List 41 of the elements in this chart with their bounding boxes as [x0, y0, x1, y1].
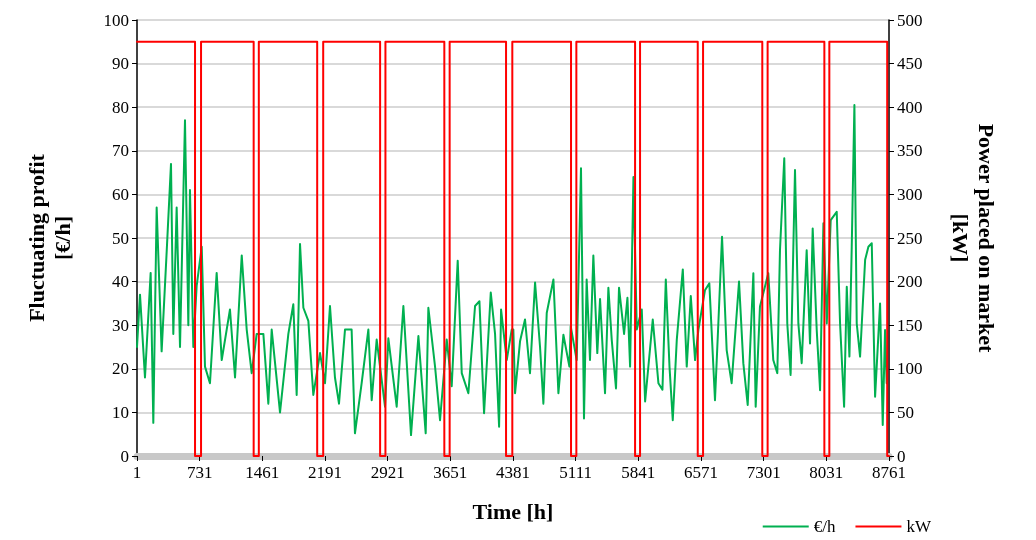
y2-tick-label: 250: [897, 228, 923, 248]
y2-tick-label: 200: [897, 272, 923, 292]
x-tick-label: 731: [186, 463, 213, 482]
x-tick-label: 1: [132, 463, 142, 482]
x-tick-label: 7301: [746, 463, 781, 482]
x-tick-label: 3651: [433, 463, 468, 482]
y-tick-label: 0: [120, 446, 129, 466]
y-tick-label: 30: [112, 315, 129, 335]
x-axis-title: Time [h]: [472, 498, 554, 524]
y2-tick-label: 150: [897, 315, 923, 335]
y2-tick-label: 0: [897, 446, 906, 466]
y-tick-label: 20: [112, 359, 129, 379]
y2-tick-label: 400: [897, 97, 923, 117]
y2-axis-title: Power placed on market [kW]: [947, 123, 999, 354]
y2-tick-label: 450: [897, 54, 923, 74]
x-tick-label: 6571: [684, 463, 718, 482]
x-tick-label: 8031: [809, 463, 844, 482]
y-tick-label: 70: [112, 141, 129, 161]
y2-tick-label: 500: [897, 10, 923, 30]
y2-tick-label: 300: [897, 184, 923, 204]
y-tick-label: 10: [112, 402, 129, 422]
x-tick-label: 4381: [496, 463, 530, 482]
y-tick-label: 90: [112, 54, 129, 74]
y-tick-label: 60: [112, 184, 129, 204]
y-tick-label: 100: [103, 10, 129, 30]
x-tick-label: 5841: [621, 463, 656, 482]
y2-tick-label: 50: [897, 402, 914, 422]
legend-label: €/h: [813, 517, 836, 536]
x-tick-label: 2191: [308, 463, 342, 482]
y-axis-title: Fluctuating profit [€/h]: [23, 153, 75, 322]
y-tick-label: 80: [112, 97, 129, 117]
y2-tick-label: 350: [897, 141, 923, 161]
x-tick-label: 8761: [872, 463, 906, 482]
y-tick-label: 50: [112, 228, 129, 248]
line-series: [136, 104, 888, 437]
x-tick-label: 1461: [245, 463, 280, 482]
x-tick-label: 5111: [559, 463, 593, 482]
y-tick-label: 40: [112, 272, 129, 292]
y2-tick-label: 100: [897, 359, 923, 379]
legend-label: kW: [906, 517, 932, 536]
x-tick-label: 2921: [370, 463, 405, 482]
